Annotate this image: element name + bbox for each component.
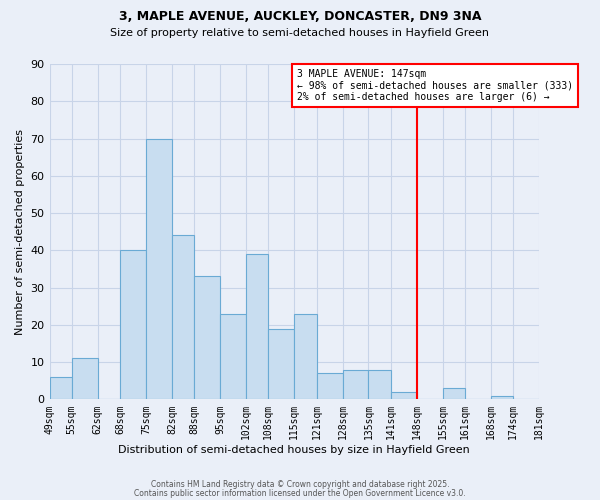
Bar: [194, 276, 220, 400]
Bar: [146, 138, 172, 400]
Text: Contains public sector information licensed under the Open Government Licence v3: Contains public sector information licen…: [134, 488, 466, 498]
Bar: [220, 314, 246, 400]
Bar: [491, 396, 513, 400]
Bar: [120, 250, 146, 400]
Bar: [368, 370, 391, 400]
Y-axis label: Number of semi-detached properties: Number of semi-detached properties: [15, 128, 25, 334]
X-axis label: Distribution of semi-detached houses by size in Hayfield Green: Distribution of semi-detached houses by …: [118, 445, 470, 455]
Bar: [343, 370, 368, 400]
Text: Size of property relative to semi-detached houses in Hayfield Green: Size of property relative to semi-detach…: [110, 28, 490, 38]
Bar: [317, 374, 343, 400]
Bar: [72, 358, 98, 400]
Bar: [443, 388, 465, 400]
Bar: [294, 314, 317, 400]
Text: 3 MAPLE AVENUE: 147sqm
← 98% of semi-detached houses are smaller (333)
2% of sem: 3 MAPLE AVENUE: 147sqm ← 98% of semi-det…: [297, 69, 573, 102]
Bar: [50, 377, 72, 400]
Bar: [246, 254, 268, 400]
Bar: [268, 328, 294, 400]
Bar: [172, 236, 194, 400]
Bar: [391, 392, 416, 400]
Text: 3, MAPLE AVENUE, AUCKLEY, DONCASTER, DN9 3NA: 3, MAPLE AVENUE, AUCKLEY, DONCASTER, DN9…: [119, 10, 481, 23]
Text: Contains HM Land Registry data © Crown copyright and database right 2025.: Contains HM Land Registry data © Crown c…: [151, 480, 449, 489]
